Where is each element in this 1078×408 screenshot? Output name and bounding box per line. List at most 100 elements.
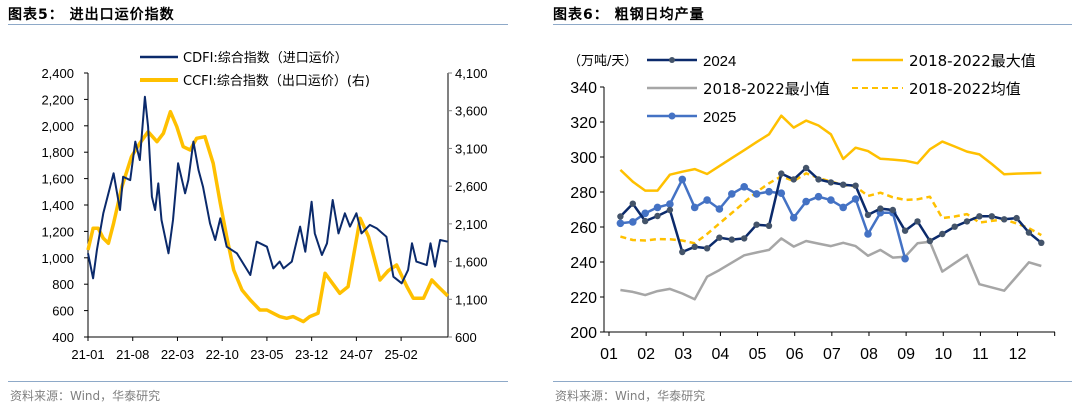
right-y-tick-label: 2,100 — [455, 217, 488, 232]
series-2024-point — [666, 206, 674, 214]
series-2024-point — [827, 179, 835, 186]
x-tick-label: 06 — [786, 346, 804, 363]
y-tick-label: 300 — [570, 150, 597, 167]
series-2024-point — [815, 176, 822, 183]
series-avg-line — [620, 172, 1042, 245]
right-title-divider — [553, 24, 1072, 25]
series-2024-point — [716, 234, 723, 241]
legend-label-2024: 2024 — [703, 53, 736, 70]
x-tick-label: 24-07 — [340, 347, 373, 362]
series-2025-point — [851, 195, 860, 203]
series-2024-point — [642, 217, 649, 225]
right-y-tick-label: 1,600 — [455, 255, 488, 270]
series-2024-point — [790, 176, 797, 183]
series-2024-point — [741, 235, 748, 242]
legend-label-2025: 2025 — [703, 109, 736, 126]
series-2025-point — [715, 205, 724, 213]
y-tick-label: 320 — [570, 115, 597, 132]
series-2024-point — [703, 245, 711, 252]
series-2024-point — [654, 212, 661, 220]
series-2025-point — [728, 190, 736, 198]
x-tick-label: 22-03 — [161, 347, 194, 362]
left-y-tick-label: 2,200 — [41, 92, 74, 107]
series-2024-point — [963, 218, 971, 225]
left-source-note: 资料来源：Wind，华泰研究 — [10, 389, 161, 403]
x-tick-label: 23-05 — [250, 347, 283, 362]
left-y-tick-label: 2,000 — [41, 119, 74, 134]
x-tick-label: 03 — [674, 346, 692, 363]
legend-label-avg: 2018-2022均值 — [909, 80, 1021, 98]
right-y-tick-label: 3,100 — [455, 141, 488, 156]
left-y-tick-label: 1,200 — [41, 224, 74, 239]
series-2025-point — [690, 203, 699, 212]
y-axis-unit-label: （万吨/天） — [568, 54, 637, 69]
series-2025-point — [616, 219, 625, 228]
series-2024-point — [840, 181, 847, 188]
series-2025-point — [740, 183, 748, 191]
right-legend: 2024 2018-2022最大值 2018-2022最小值 2018-2022… — [647, 52, 1036, 126]
series-2024-point — [976, 213, 983, 220]
series-2024-point — [765, 222, 773, 229]
series-2025-point — [653, 203, 662, 212]
right-chart-title: 图表6： 粗钢日均产量 — [553, 7, 705, 23]
left-y-tick-label: 400 — [52, 330, 74, 345]
series-2024-point — [629, 200, 636, 207]
series-2024-point — [753, 221, 760, 228]
x-tick-label: 05 — [749, 346, 767, 363]
series-2024-point — [939, 230, 946, 238]
series-2025-point — [827, 196, 835, 204]
left-footer-divider — [8, 381, 508, 382]
y-tick-label: 220 — [570, 290, 597, 307]
right-y-tick-label: 600 — [455, 330, 477, 345]
series-2024-point — [1001, 216, 1008, 223]
series-2024-point — [679, 248, 686, 256]
legend-label-min: 2018-2022最小值 — [703, 80, 830, 98]
series-2025-point — [666, 200, 674, 208]
series-2025-point — [789, 213, 798, 222]
series-min-line — [620, 237, 1042, 301]
series-2024-point — [728, 236, 735, 243]
legend-marker-2024 — [669, 57, 675, 63]
series-2024-point — [901, 227, 909, 234]
x-tick-label: 11 — [972, 346, 989, 363]
series-2025-point — [703, 196, 711, 204]
right-y-tick-label: 1,100 — [455, 292, 488, 307]
freight-index-chart: CDFI:综合指数（进口运价） CCFI:综合指数（出口运价）(右) 2,400… — [41, 51, 487, 362]
series-max-line — [619, 114, 1042, 192]
right-y-tick-label: 2,600 — [455, 179, 488, 194]
series-2024-point — [778, 170, 785, 177]
legend-label-cdfi: CDFI:综合指数（进口运价） — [183, 51, 348, 66]
x-tick-label: 21-08 — [116, 347, 149, 362]
y-tick-label: 260 — [570, 220, 597, 237]
x-tick-label: 23-12 — [295, 347, 328, 362]
right-y-tick-label: 4,100 — [455, 66, 488, 81]
x-tick-label: 08 — [860, 346, 878, 363]
x-tick-label: 25-02 — [384, 347, 417, 362]
series-2025-point — [864, 230, 872, 238]
x-tick-label: 10 — [934, 346, 952, 363]
legend-marker-2025 — [668, 112, 676, 120]
series-2025-point — [839, 203, 847, 212]
legend-label-max: 2018-2022最大值 — [909, 52, 1036, 70]
left-y-tick-label: 800 — [52, 277, 74, 292]
series-2025-point — [641, 209, 649, 218]
left-y-tick-label: 1,400 — [41, 198, 74, 213]
y-tick-label: 340 — [570, 80, 597, 97]
series-2024-point — [802, 164, 810, 172]
series-2025-point — [765, 187, 773, 196]
series-2025-point — [901, 254, 909, 263]
series-2024-point — [951, 223, 958, 230]
x-tick-label: 22-10 — [206, 347, 239, 362]
legend-label-ccfi: CCFI:综合指数（出口运价）(右) — [183, 74, 370, 89]
series-2025-point — [802, 197, 810, 206]
x-tick-label: 21-01 — [71, 347, 104, 362]
right-y-tick-label: 3,600 — [455, 104, 488, 119]
cdfi-series-line — [87, 95, 449, 285]
series-2025-point — [814, 192, 823, 201]
x-tick-label: 01 — [600, 346, 618, 363]
x-tick-label: 04 — [712, 346, 730, 363]
y-tick-label: 280 — [570, 185, 597, 202]
crude-steel-output-chart: （万吨/天） 2024 2018-2022最大值 2018-2022最小值 20… — [568, 52, 1056, 363]
series-2024-point — [864, 211, 872, 219]
series-2024-point — [852, 182, 859, 189]
